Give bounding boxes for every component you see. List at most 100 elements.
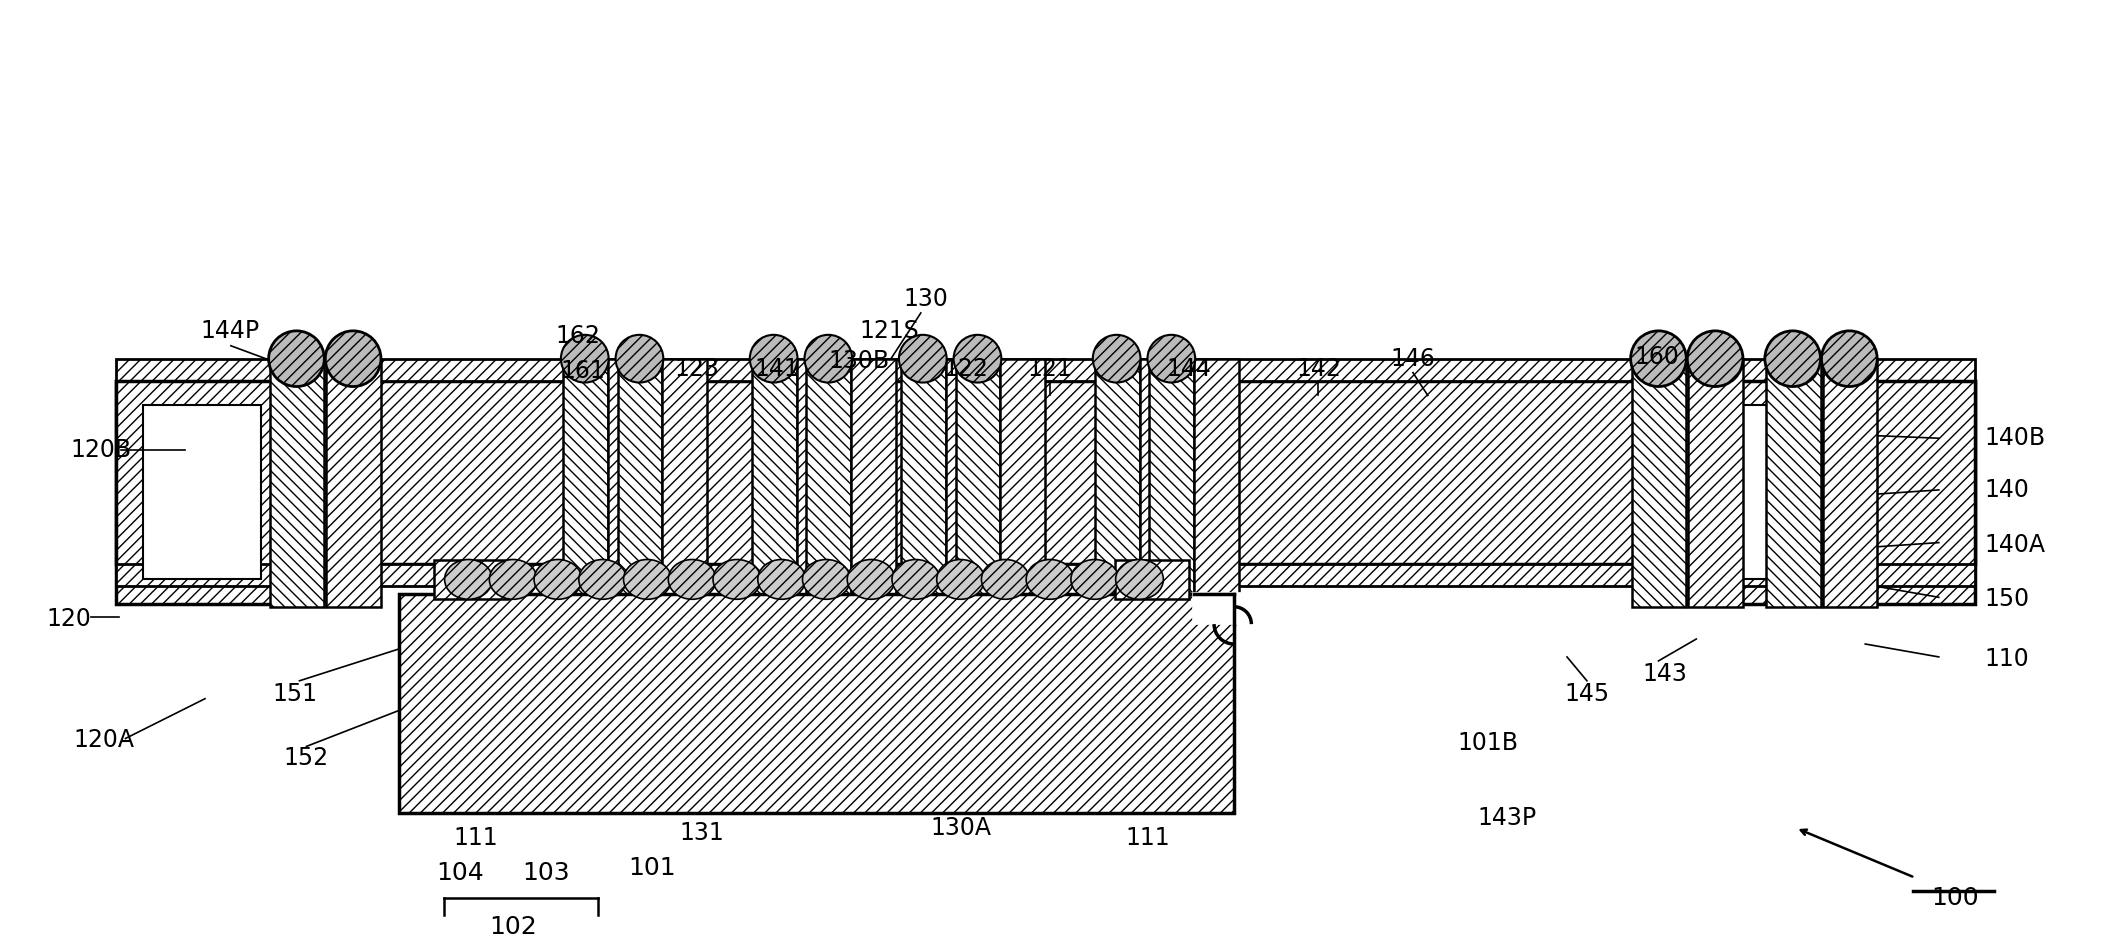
Bar (400, 594, 1233, 813)
Text: 143: 143 (1641, 662, 1688, 686)
Bar (1000, 359, 1045, 597)
Ellipse shape (802, 559, 850, 599)
Ellipse shape (1026, 559, 1074, 599)
Ellipse shape (981, 559, 1030, 599)
Bar (1705, 405, 1821, 579)
Text: 144: 144 (1167, 357, 1212, 380)
Text: 130B: 130B (829, 349, 890, 373)
Text: 130A: 130A (931, 816, 992, 840)
Bar (116, 565, 1975, 587)
Circle shape (899, 335, 948, 382)
Bar (1631, 359, 1686, 608)
Text: 161: 161 (560, 359, 605, 382)
Ellipse shape (624, 559, 670, 599)
Circle shape (615, 335, 664, 382)
Ellipse shape (580, 559, 626, 599)
Bar (797, 359, 842, 597)
Ellipse shape (893, 559, 939, 599)
Text: 131: 131 (679, 821, 725, 844)
Text: 150: 150 (1984, 588, 2030, 611)
Bar (144, 405, 260, 579)
Text: 101: 101 (628, 856, 677, 880)
Text: 141: 141 (755, 357, 799, 380)
Text: 140: 140 (1984, 478, 2030, 502)
Text: 120B: 120B (70, 438, 131, 462)
Text: 162: 162 (556, 324, 601, 348)
Text: 111: 111 (453, 825, 497, 850)
Bar (434, 559, 508, 599)
Bar (662, 359, 706, 597)
Text: 120A: 120A (74, 728, 135, 752)
Circle shape (954, 335, 1000, 382)
Text: 140B: 140B (1984, 426, 2045, 450)
Text: 121: 121 (1028, 357, 1072, 380)
Text: 130: 130 (903, 287, 948, 311)
Bar (1115, 559, 1189, 599)
Text: 143P: 143P (1478, 806, 1538, 830)
Text: 101B: 101B (1457, 731, 1519, 755)
Text: 151: 151 (273, 682, 317, 706)
Text: 104: 104 (436, 861, 484, 884)
Text: 122: 122 (943, 357, 988, 380)
Ellipse shape (1115, 559, 1163, 599)
Bar (1766, 359, 1821, 608)
Text: 140A: 140A (1984, 533, 2045, 556)
Text: 100: 100 (1931, 885, 1978, 909)
Bar (618, 359, 662, 597)
Bar (956, 359, 1000, 597)
Circle shape (269, 331, 324, 386)
Text: 123: 123 (675, 357, 719, 380)
Circle shape (804, 335, 852, 382)
Bar (901, 359, 945, 597)
Ellipse shape (1070, 559, 1119, 599)
Text: 102: 102 (489, 916, 537, 940)
Bar (1140, 359, 1184, 597)
Circle shape (1688, 331, 1743, 386)
Bar (1148, 359, 1195, 597)
Ellipse shape (668, 559, 717, 599)
Circle shape (1093, 335, 1140, 382)
Bar (1677, 380, 1975, 604)
Bar (1096, 359, 1140, 597)
Bar (269, 359, 324, 608)
Text: 110: 110 (1984, 647, 2028, 670)
Bar (607, 359, 651, 597)
Text: 145: 145 (1565, 682, 1610, 706)
Bar (751, 359, 797, 597)
Bar (326, 359, 381, 608)
Text: 152: 152 (283, 747, 330, 770)
Text: 121S: 121S (859, 319, 918, 343)
Circle shape (1764, 331, 1821, 386)
Ellipse shape (489, 559, 537, 599)
Text: 111: 111 (1125, 825, 1170, 850)
Text: 142: 142 (1296, 357, 1341, 380)
Bar (806, 359, 850, 597)
Bar (116, 380, 300, 604)
Bar (116, 565, 300, 587)
Bar (850, 359, 897, 597)
Text: 160: 160 (1635, 344, 1679, 369)
Ellipse shape (444, 559, 493, 599)
Text: 146: 146 (1390, 347, 1436, 371)
Ellipse shape (848, 559, 895, 599)
Bar (563, 359, 607, 597)
Bar (1823, 359, 1878, 608)
Bar (945, 359, 990, 597)
Circle shape (751, 335, 797, 382)
Ellipse shape (937, 559, 983, 599)
Ellipse shape (535, 559, 582, 599)
Circle shape (1148, 335, 1195, 382)
Circle shape (1631, 331, 1686, 386)
Bar (1688, 359, 1743, 608)
Text: 144P: 144P (201, 319, 260, 343)
Text: 103: 103 (522, 861, 569, 884)
Ellipse shape (757, 559, 806, 599)
Circle shape (560, 335, 609, 382)
Circle shape (1821, 331, 1878, 386)
Bar (116, 380, 1975, 565)
Bar (1677, 565, 1975, 587)
Circle shape (326, 331, 381, 386)
Bar (116, 359, 1975, 380)
Ellipse shape (713, 559, 761, 599)
Bar (1195, 359, 1239, 597)
